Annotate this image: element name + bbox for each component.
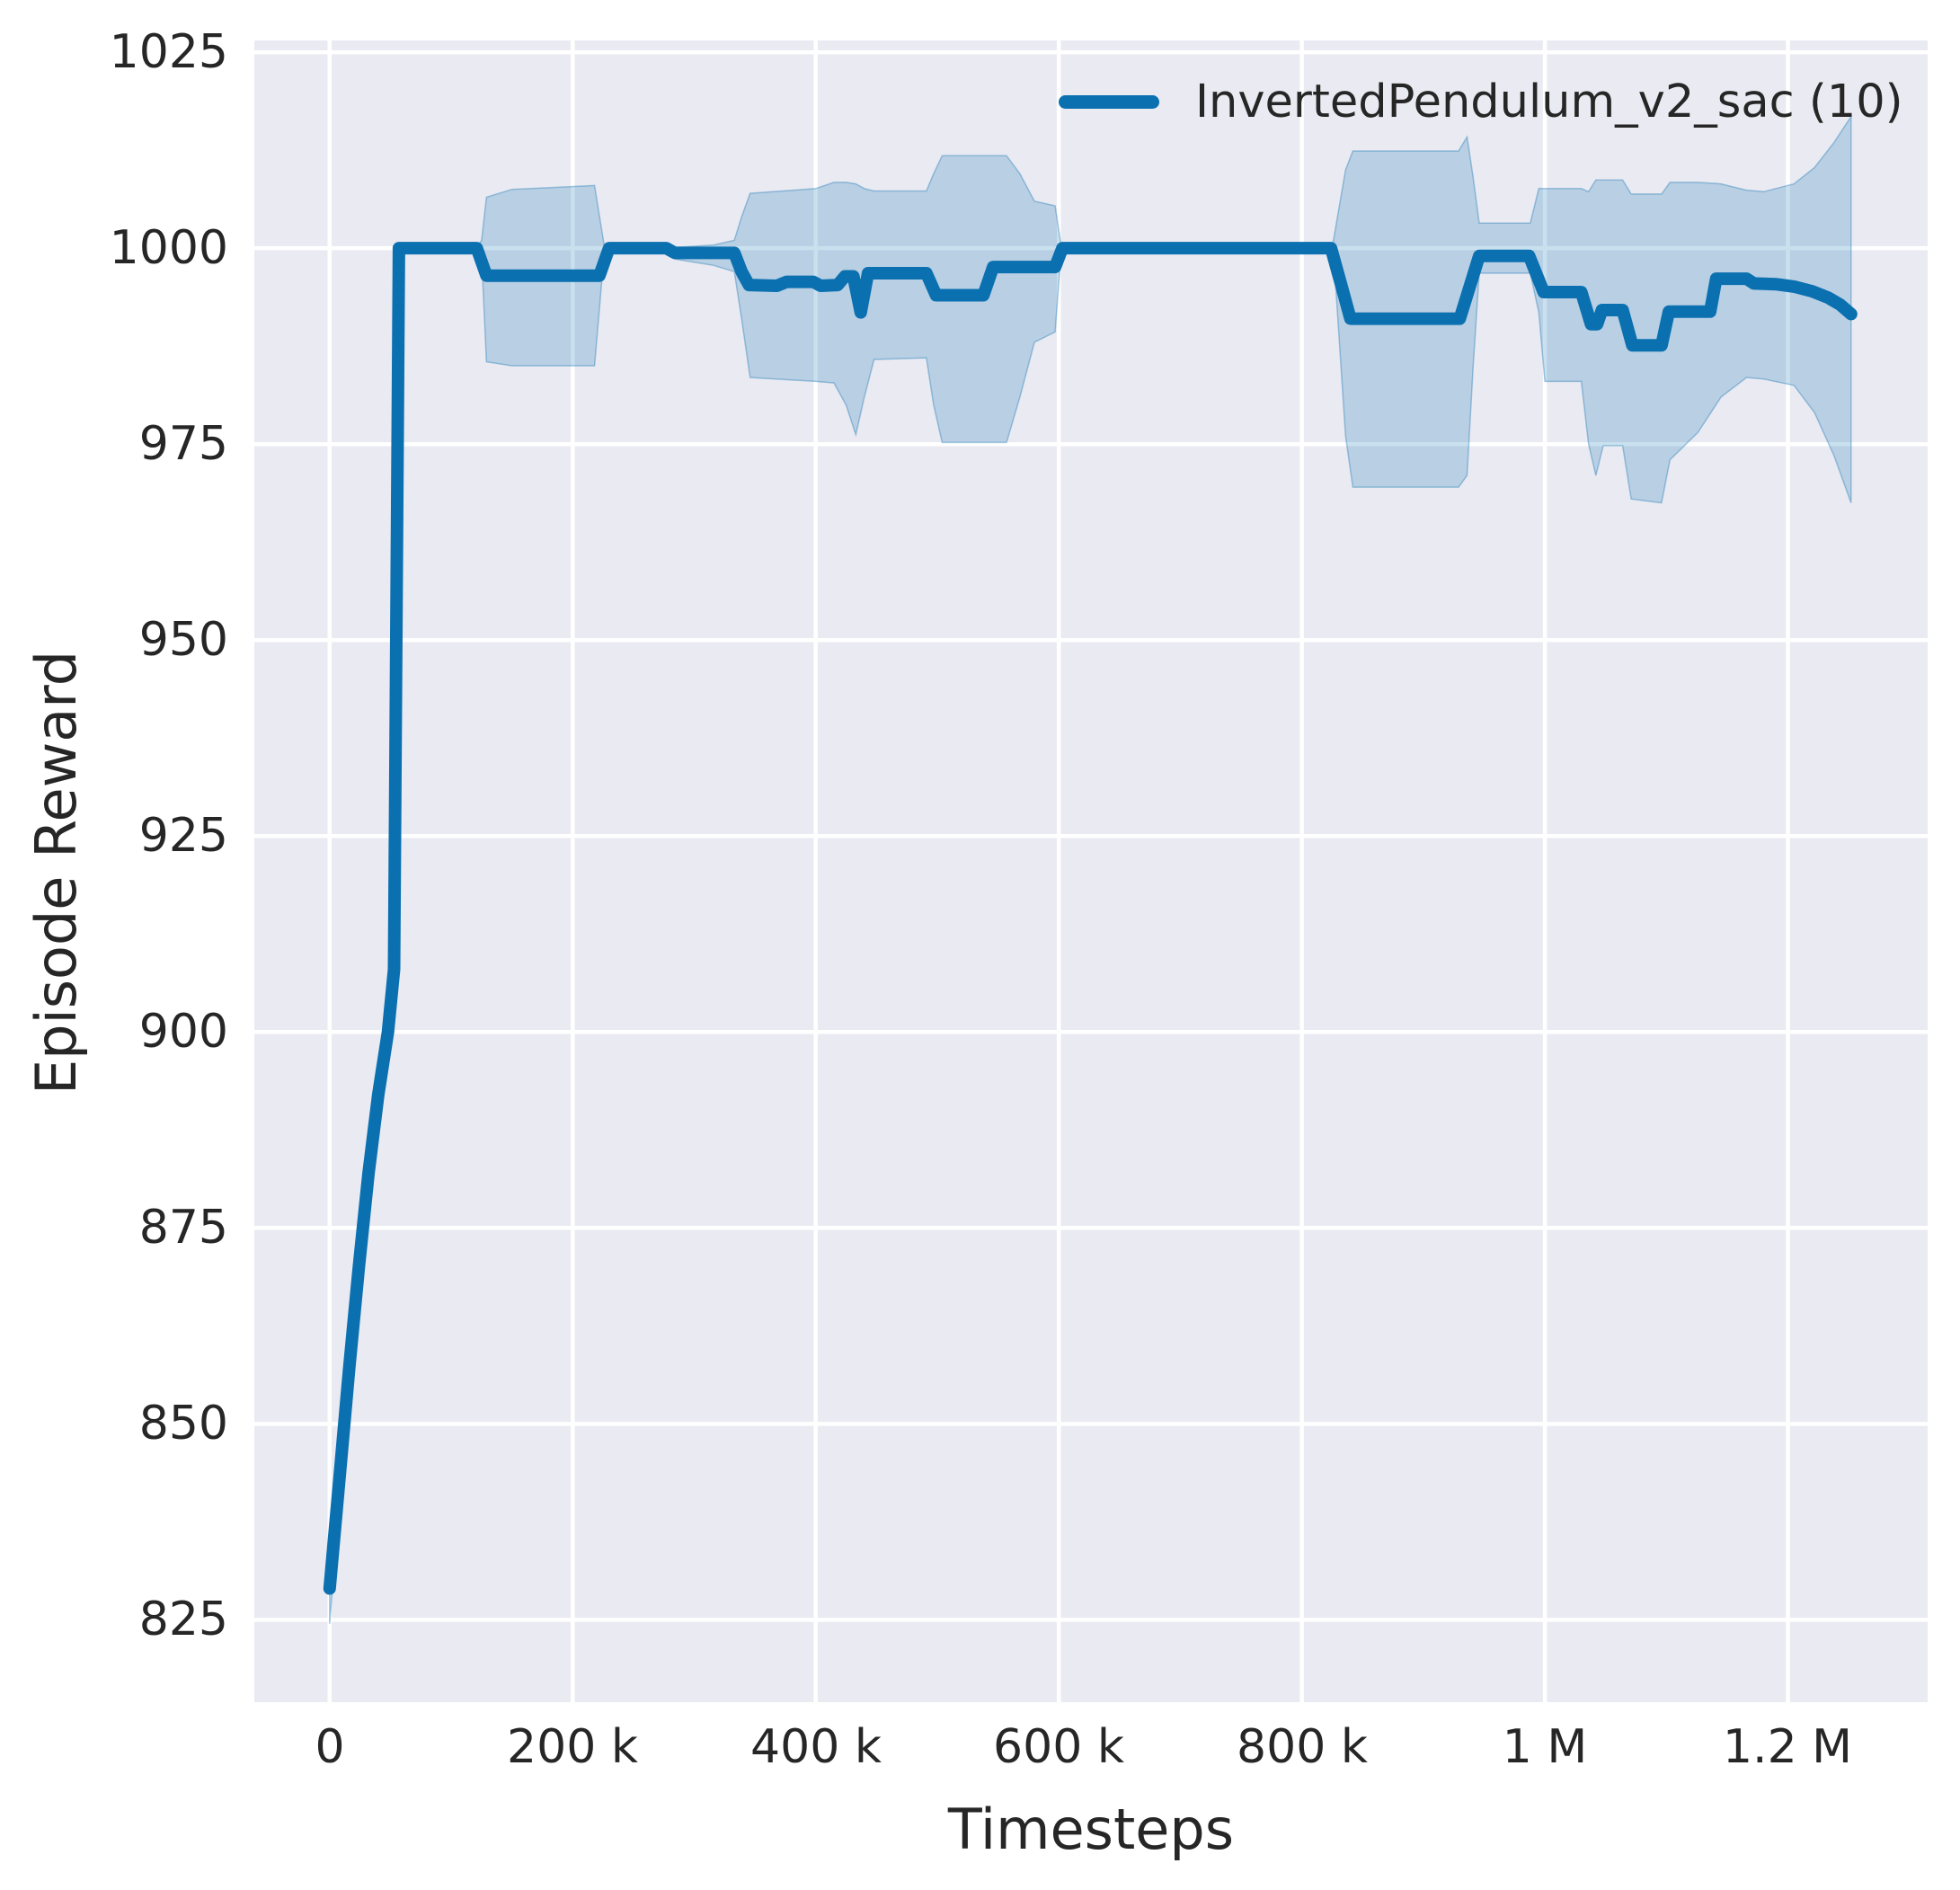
y-tick-label: 950	[138, 613, 228, 667]
y-tick-label: 850	[138, 1397, 228, 1451]
x-tick-label: 800 k	[1237, 1720, 1368, 1774]
y-axis-label: Episode Reward	[23, 650, 89, 1096]
y-tick-label: 825	[138, 1593, 228, 1646]
y-tick-label: 1000	[109, 221, 228, 275]
x-tick-label: 200 k	[507, 1720, 638, 1774]
legend: InvertedPendulum_v2_sac (10)	[1059, 70, 1903, 133]
y-tick-label: 900	[138, 1005, 228, 1059]
x-tick-label: 1 M	[1502, 1720, 1588, 1774]
x-axis-label: Timesteps	[947, 1797, 1235, 1862]
x-tick-label: 600 k	[993, 1720, 1124, 1774]
legend-line-swatch	[1059, 94, 1159, 109]
legend-label: InvertedPendulum_v2_sac (10)	[1195, 75, 1903, 129]
confidence-band	[329, 114, 1852, 1624]
y-tick-label: 875	[138, 1201, 228, 1255]
y-tick-label: 1025	[109, 25, 228, 79]
x-tick-label: 400 k	[750, 1720, 882, 1774]
series-line	[323, 242, 1858, 1595]
y-tick-label: 975	[138, 417, 228, 471]
x-tick-label: 1.2 M	[1722, 1720, 1853, 1774]
y-tick-label: 925	[138, 809, 228, 863]
x-tick-label: 0	[315, 1720, 345, 1774]
